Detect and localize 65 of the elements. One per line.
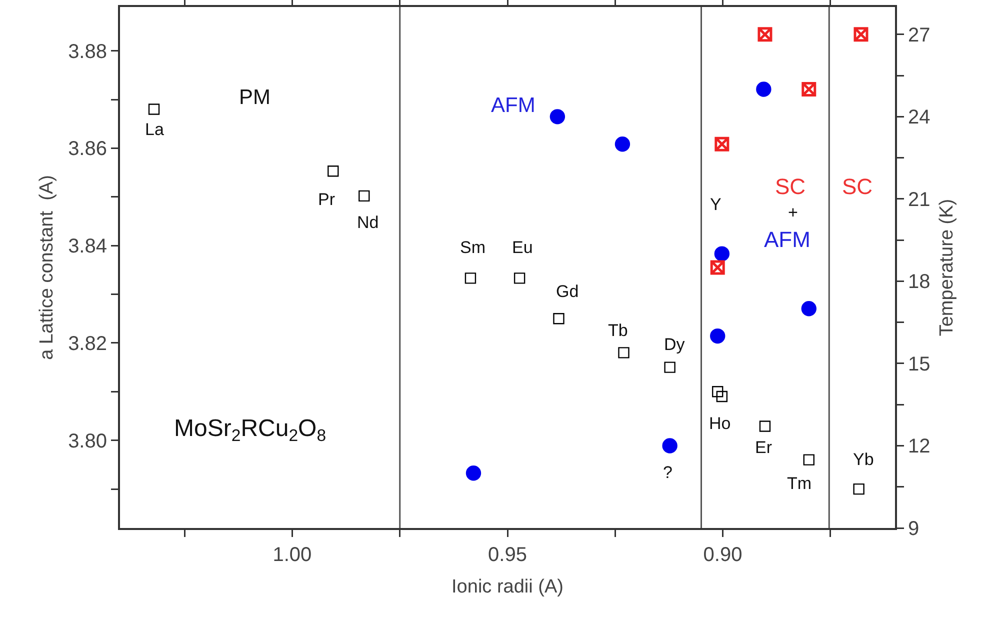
annotation: Dy bbox=[664, 335, 686, 354]
annotation: Y bbox=[710, 195, 722, 214]
y2-tick-label: 12 bbox=[908, 436, 930, 458]
x-tick-label: 0.95 bbox=[488, 544, 527, 566]
y-tick-label: 3.88 bbox=[68, 40, 107, 63]
x-tick-label: 0.90 bbox=[703, 544, 742, 566]
point bbox=[148, 104, 160, 115]
annotation: AFM bbox=[764, 227, 810, 252]
point bbox=[710, 260, 725, 275]
annotation: La bbox=[145, 120, 164, 139]
annotation: AFM bbox=[491, 94, 536, 117]
point bbox=[758, 27, 772, 42]
y-axis-title: a Lattice constant (A) bbox=[36, 175, 58, 360]
point bbox=[614, 136, 630, 152]
annotation: SC bbox=[775, 174, 806, 199]
y2-tick-label: 15 bbox=[908, 353, 930, 376]
point bbox=[328, 165, 339, 177]
point bbox=[664, 362, 676, 373]
annotation: MoSr$_{2}$RCu$_{2}$O$_{8}$ bbox=[174, 415, 326, 446]
point bbox=[854, 27, 868, 42]
annotation: SC bbox=[842, 174, 873, 199]
point bbox=[466, 466, 482, 481]
y-tick-label: 3.82 bbox=[68, 332, 107, 355]
point bbox=[550, 109, 566, 124]
y-tick-label: 3.86 bbox=[68, 138, 107, 160]
annotation: Tm bbox=[787, 474, 812, 493]
annotation: Ho bbox=[709, 414, 731, 433]
annotation: Yb bbox=[853, 450, 874, 469]
point bbox=[618, 347, 630, 358]
annotation: Nd bbox=[357, 213, 379, 232]
annotation: Gd bbox=[556, 282, 579, 301]
y2-tick-label: 27 bbox=[908, 24, 930, 46]
point bbox=[662, 438, 678, 454]
annotation: Er bbox=[755, 438, 772, 457]
point bbox=[712, 386, 724, 398]
point bbox=[710, 328, 726, 344]
x-tick-label: 1.00 bbox=[272, 544, 312, 566]
y-tick-label: 3.80 bbox=[68, 430, 107, 452]
y2-tick-label: 9 bbox=[908, 518, 920, 540]
point bbox=[759, 420, 771, 432]
point bbox=[716, 390, 728, 402]
y2-tick-label: 18 bbox=[908, 271, 930, 294]
point bbox=[803, 454, 814, 466]
y2-axis-title: Temperature (K) bbox=[936, 198, 958, 336]
annotation: Tb bbox=[608, 321, 628, 340]
annotation: Eu bbox=[512, 238, 533, 257]
point bbox=[853, 483, 864, 495]
annotation: PM bbox=[239, 86, 270, 109]
annotation: Pr bbox=[318, 190, 336, 209]
point bbox=[756, 82, 772, 97]
point bbox=[464, 272, 476, 284]
annotation: Sm bbox=[460, 238, 486, 257]
annotation: + bbox=[788, 203, 798, 222]
point bbox=[514, 272, 526, 284]
y2-tick-label: 24 bbox=[908, 106, 930, 129]
point bbox=[714, 246, 730, 262]
y2-tick-label: 21 bbox=[908, 188, 930, 211]
point bbox=[358, 190, 370, 202]
point bbox=[553, 313, 564, 324]
point bbox=[714, 136, 730, 152]
annotation: ? bbox=[663, 463, 672, 482]
point bbox=[802, 82, 816, 97]
point bbox=[801, 301, 816, 316]
x-axis-title: Ionic radii (A) bbox=[452, 576, 564, 598]
y-tick-label: 3.84 bbox=[68, 236, 107, 258]
